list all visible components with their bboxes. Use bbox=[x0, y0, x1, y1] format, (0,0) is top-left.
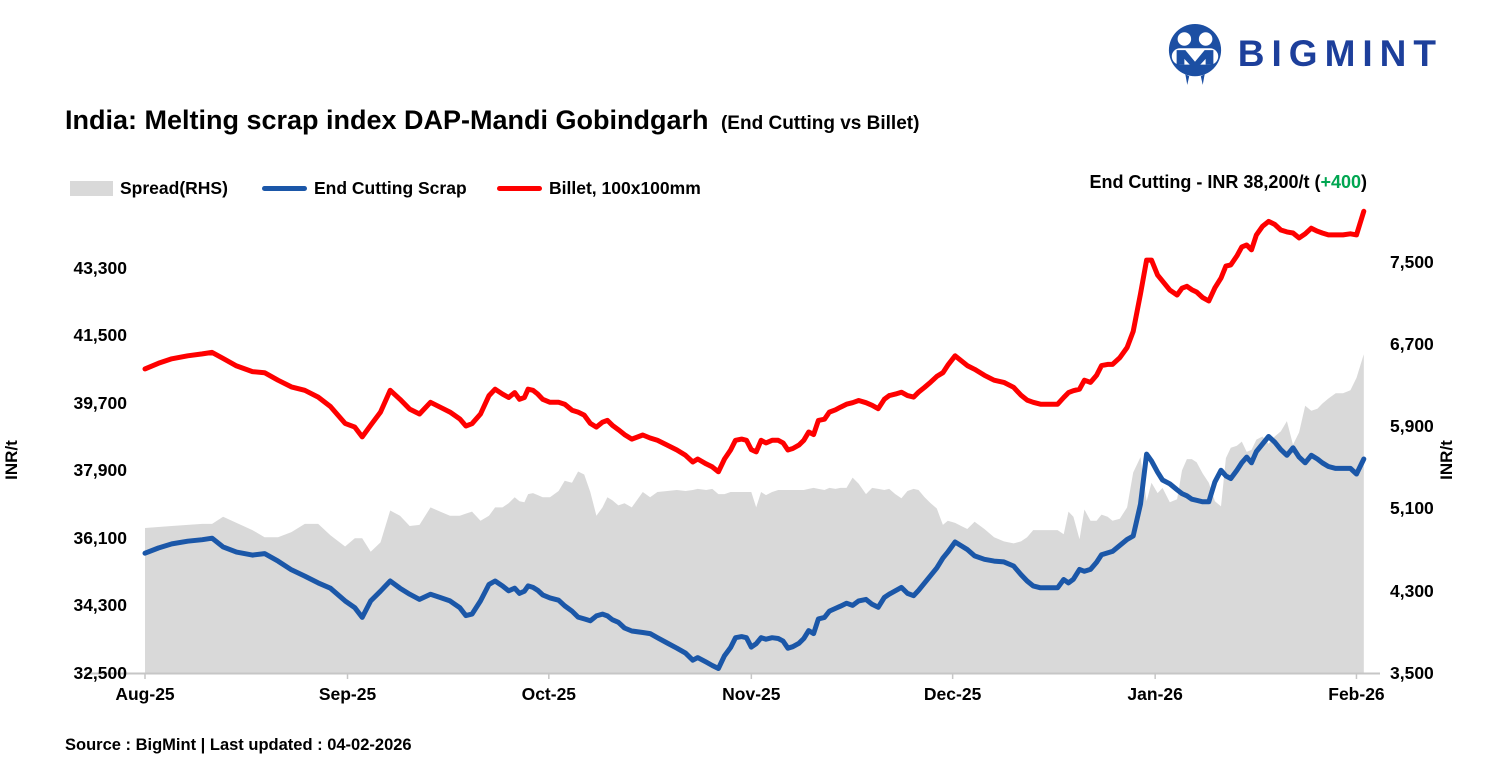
x-axis-tick-label: Sep-25 bbox=[318, 684, 377, 704]
latest-value-annotation: End Cutting - INR 38,200/t (+400) bbox=[1089, 172, 1367, 193]
right-axis-tick-label: 3,500 bbox=[1390, 663, 1434, 683]
right-axis-tick-label: 4,300 bbox=[1390, 580, 1434, 601]
right-axis-tick-label: 7,500 bbox=[1390, 251, 1434, 272]
legend-label-billet: Billet, 100x100mm bbox=[549, 178, 701, 198]
x-axis-tick-label: Jan-26 bbox=[1127, 684, 1183, 704]
x-axis-tick-label: Nov-25 bbox=[722, 684, 781, 704]
bigmint-logo: BIGMINT bbox=[1166, 22, 1443, 86]
left-axis-tick-label: 43,300 bbox=[73, 257, 127, 278]
x-axis-tick-label: Oct-25 bbox=[521, 684, 577, 704]
chart-subtitle: (End Cutting vs Billet) bbox=[720, 113, 920, 134]
legend-label-scrap: End Cutting Scrap bbox=[314, 178, 467, 198]
legend-label-spread: Spread(RHS) bbox=[120, 178, 228, 198]
left-axis-tick-label: 34,300 bbox=[73, 595, 127, 616]
legend-item-spread: Spread(RHS) bbox=[70, 178, 228, 199]
x-axis-tick-label: Dec-25 bbox=[923, 684, 982, 704]
left-axis-tick-label: 36,100 bbox=[73, 527, 127, 548]
annotation-change: +400 bbox=[1320, 172, 1361, 192]
left-axis-tick-label: 32,500 bbox=[73, 663, 127, 683]
x-axis-tick-label: Feb-26 bbox=[1328, 684, 1385, 704]
annotation-suffix: ) bbox=[1361, 172, 1367, 192]
source-note: Source : BigMint | Last updated : 04-02-… bbox=[65, 736, 412, 754]
logo-wordmark: BIGMINT bbox=[1237, 33, 1443, 74]
legend-item-scrap: End Cutting Scrap bbox=[262, 178, 467, 199]
right-axis-tick-label: 6,700 bbox=[1390, 333, 1434, 354]
chart-title-row: India: Melting scrap index DAP-Mandi Gob… bbox=[65, 105, 919, 136]
left-axis-tick-label: 37,900 bbox=[73, 460, 127, 481]
left-axis-tick-label: 39,700 bbox=[73, 392, 127, 413]
annotation-text: End Cutting - INR 38,200/t ( bbox=[1089, 172, 1321, 192]
left-axis-tick-label: 41,500 bbox=[73, 325, 127, 346]
spread-swatch-icon bbox=[70, 181, 113, 196]
chart-title: India: Melting scrap index DAP-Mandi Gob… bbox=[65, 105, 709, 135]
right-axis-title: INR/t bbox=[1436, 440, 1456, 480]
right-axis-tick-label: 5,900 bbox=[1390, 416, 1434, 437]
right-axis-tick-label: 5,100 bbox=[1390, 498, 1434, 519]
left-axis-title: INR/t bbox=[1, 440, 21, 480]
billet-line-swatch-icon bbox=[497, 185, 542, 192]
legend-item-billet: Billet, 100x100mm bbox=[497, 178, 701, 199]
spread-area bbox=[145, 354, 1364, 673]
x-axis-tick-label: Aug-25 bbox=[115, 684, 175, 704]
billet-line bbox=[142, 208, 1367, 475]
end-cutting-scrap-line bbox=[142, 434, 1367, 671]
scrap-line-swatch-icon bbox=[262, 185, 307, 192]
bigmint-m-circle-icon bbox=[1166, 22, 1224, 86]
